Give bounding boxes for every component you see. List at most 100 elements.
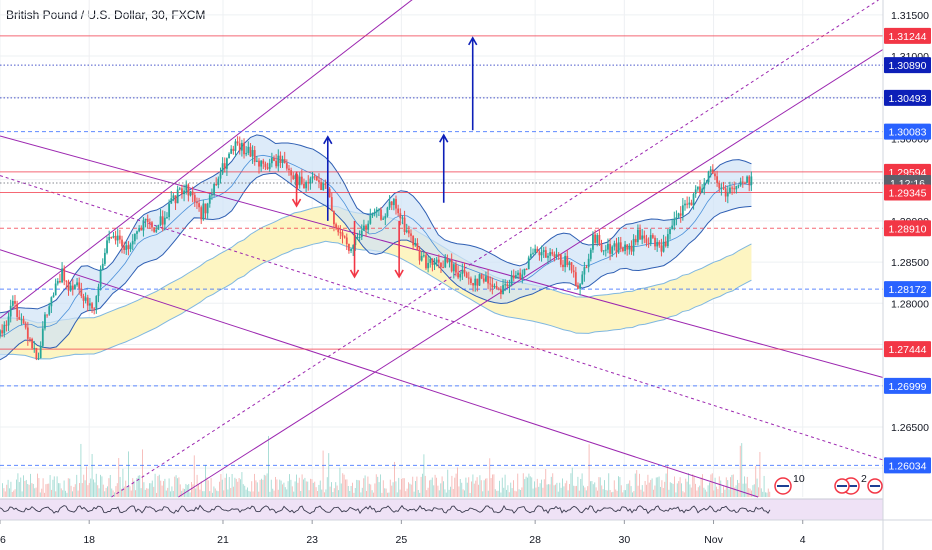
- trend-line-upper-channel-mid[interactable]: [111, 0, 879, 498]
- volume-bar: [405, 491, 407, 497]
- volume-bar: [203, 491, 205, 497]
- candle-body: [373, 212, 376, 214]
- volume-bar: [553, 485, 555, 497]
- volume-bar: [259, 479, 261, 497]
- volume-bar: [66, 492, 68, 497]
- candle-body: [529, 253, 532, 258]
- horizontal-levels[interactable]: [0, 35, 883, 466]
- volume-bar: [377, 476, 379, 497]
- volume-bar: [674, 476, 675, 497]
- volume-bar: [473, 483, 475, 497]
- volume-bar: [615, 489, 617, 497]
- candle-body: [375, 209, 378, 213]
- candle-body: [168, 203, 171, 218]
- volume-bar: [471, 481, 472, 497]
- volume-bar: [45, 484, 47, 497]
- volume-bar: [121, 488, 122, 497]
- volume-bar: [549, 484, 551, 497]
- trend-lines[interactable]: [0, 0, 884, 498]
- volume-bar: [573, 485, 575, 497]
- candle-body: [101, 263, 104, 270]
- volume-bar: [748, 488, 750, 497]
- volume-bar: [697, 487, 699, 497]
- volume-bar: [618, 476, 619, 497]
- candle-body: [395, 199, 397, 209]
- trend-line-descending-channel-upper[interactable]: [0, 135, 884, 378]
- volume-bar: [433, 485, 435, 497]
- volume-bar: [133, 480, 135, 497]
- candle-body: [39, 345, 42, 359]
- volume-bar: [170, 491, 171, 497]
- candle-body: [270, 157, 273, 164]
- volume-bar: [147, 488, 149, 497]
- candle-body: [647, 242, 650, 244]
- candle-body: [579, 284, 582, 289]
- volume-bar: [244, 485, 246, 497]
- volume-bar: [563, 486, 565, 497]
- candle-body: [273, 157, 275, 161]
- trend-line-descending-channel-mid[interactable]: [0, 175, 884, 461]
- volume-bar: [419, 492, 421, 497]
- volume-bar: [739, 445, 741, 497]
- candle-body: [146, 218, 149, 223]
- candle-body: [35, 347, 38, 360]
- price-tag-label: 1.29345: [889, 187, 927, 199]
- price-tag-label: 1.26034: [889, 460, 927, 472]
- volume-bar: [192, 484, 194, 497]
- volume-bar: [643, 491, 645, 497]
- volume-bar: [696, 490, 698, 497]
- volume-bar: [734, 487, 736, 497]
- candle-body: [249, 146, 252, 157]
- candle-body: [615, 243, 618, 253]
- volume-bar: [363, 478, 365, 497]
- volume-bar: [511, 488, 513, 497]
- volume-bar: [592, 484, 594, 497]
- volume-bar: [130, 490, 132, 497]
- trend-line-upper-channel[interactable]: [0, 0, 446, 319]
- candle-body: [76, 282, 78, 286]
- volume-bar: [557, 491, 559, 497]
- volume-bar: [101, 476, 103, 497]
- volume-bar: [749, 488, 751, 497]
- trend-line-descending-channel-lower[interactable]: [0, 249, 759, 498]
- candle-body: [720, 187, 723, 189]
- volume-bar: [91, 454, 93, 497]
- candle-body: [493, 286, 496, 288]
- volume-bar: [34, 488, 36, 497]
- volume-bar: [284, 487, 286, 497]
- volume-bar: [191, 482, 192, 497]
- trend-line-rising-channel-lower[interactable]: [178, 49, 884, 498]
- volume-bar: [504, 474, 506, 497]
- volume-bar: [80, 443, 82, 497]
- candle-body: [392, 199, 395, 206]
- volume-bar: [578, 490, 580, 497]
- volume-bar: [529, 476, 531, 497]
- volume-bar: [283, 482, 285, 497]
- volume-bar: [142, 449, 143, 497]
- candle-body: [350, 248, 352, 251]
- candle-body: [681, 205, 684, 216]
- volume-bar: [137, 475, 139, 497]
- volume-bar: [489, 458, 491, 497]
- volume-bar: [14, 489, 16, 497]
- candle-body: [664, 241, 667, 247]
- candle-body: [467, 277, 470, 279]
- candle-body: [684, 203, 686, 206]
- candle-body: [527, 257, 530, 270]
- signal-arrows[interactable]: [291, 36, 478, 279]
- price-tag: [884, 220, 931, 237]
- candle-body: [93, 308, 96, 310]
- volume-bar: [581, 473, 583, 497]
- volume-bar: [459, 479, 461, 497]
- volume-bar: [675, 492, 677, 497]
- volume-bar: [135, 490, 136, 497]
- volume-bar: [165, 490, 167, 497]
- volume-bar: [413, 491, 415, 497]
- volume-bar: [23, 475, 24, 497]
- volume-bar: [759, 451, 761, 497]
- volume-bar: [591, 481, 593, 497]
- event-badges[interactable]: 10 2: [774, 473, 883, 495]
- volume-bar: [681, 483, 682, 497]
- volume-bar: [65, 490, 66, 497]
